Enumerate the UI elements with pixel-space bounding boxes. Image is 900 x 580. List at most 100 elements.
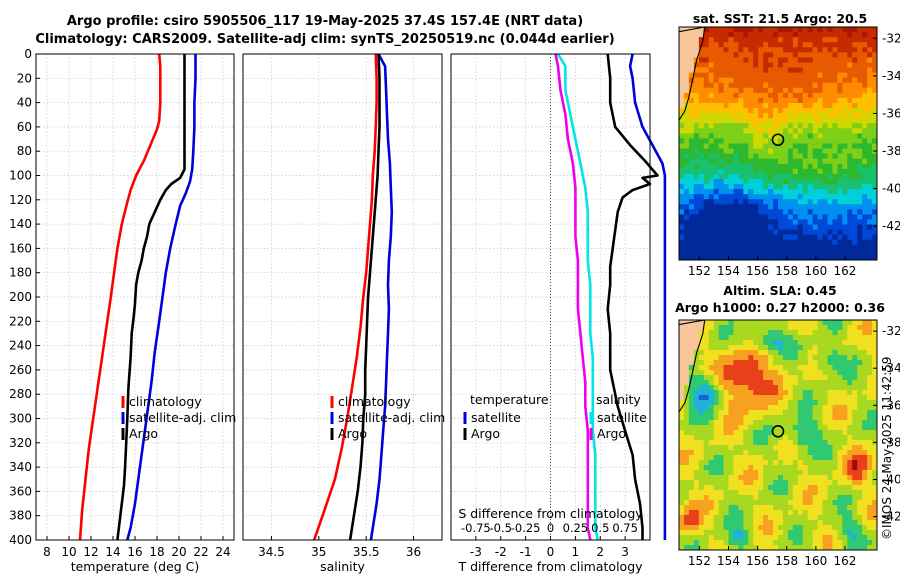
map-cell (832, 214, 838, 220)
map-cell (867, 530, 873, 536)
map-cell (693, 108, 700, 114)
map-cell (862, 500, 868, 506)
map-cell (758, 87, 764, 94)
map-cell (733, 244, 739, 251)
map-cell (718, 365, 724, 371)
map-cell (857, 320, 863, 326)
map-cell (703, 370, 710, 376)
map-cell (817, 500, 823, 506)
map-cell (837, 219, 843, 225)
map-cell (728, 500, 734, 506)
map-cell (837, 102, 843, 109)
map-cell (872, 480, 878, 486)
map-cell (773, 27, 779, 33)
map-cell (738, 37, 744, 43)
map-cell (872, 415, 878, 421)
map-cell (857, 465, 863, 471)
map-cell (679, 178, 685, 185)
map-cell (812, 184, 818, 190)
y-tick-label: 280 (9, 387, 32, 401)
map-cell (728, 375, 734, 381)
map-cell (708, 360, 715, 366)
map-cell (773, 62, 779, 68)
map-cell (867, 77, 873, 84)
map-cell (807, 540, 814, 546)
map-cell (773, 335, 779, 341)
map-cell (713, 102, 719, 109)
map-cell (867, 239, 873, 246)
map-cell (857, 330, 863, 336)
map-cell (867, 445, 873, 451)
map-cell (683, 219, 690, 225)
map-cell (807, 505, 814, 511)
map-cell (748, 254, 754, 261)
map-cell (698, 325, 705, 331)
map-cell (778, 355, 784, 361)
map-cell (708, 229, 715, 236)
map-cell (862, 510, 868, 516)
map-cell (679, 32, 685, 38)
map-cell (862, 365, 868, 371)
map-cell (758, 209, 764, 215)
map-cell (753, 475, 759, 481)
map-cell (807, 490, 814, 496)
map-cell (773, 32, 779, 38)
map-cell (778, 173, 784, 180)
map-cell (852, 97, 858, 104)
map-cell (768, 67, 774, 73)
map-cell (817, 540, 823, 546)
map-cell (817, 515, 823, 521)
map-cell (723, 32, 729, 38)
map-cell (817, 234, 823, 241)
map-cell (693, 400, 700, 406)
map-cell (822, 229, 828, 236)
map-cell (683, 27, 690, 33)
map-cell (832, 52, 838, 58)
map-cell (728, 395, 734, 401)
map-cell (852, 163, 858, 170)
map-cell (852, 410, 858, 416)
map-cell (708, 138, 715, 144)
map-cell (713, 87, 719, 94)
map-cell (812, 168, 818, 175)
map-cell (728, 425, 734, 431)
map-cell (728, 365, 734, 371)
map-cell (708, 540, 715, 546)
map-cell (852, 425, 858, 431)
map-cell (768, 395, 774, 401)
map-cell (698, 385, 705, 391)
map-cell (832, 234, 838, 241)
map-cell (862, 335, 868, 341)
map-cell (837, 405, 843, 411)
map-cell (743, 525, 749, 531)
map-cell (812, 440, 818, 446)
map-cell (733, 113, 739, 119)
map-cell (817, 395, 823, 401)
map-cell (758, 545, 764, 551)
map-cell (817, 239, 823, 246)
map-cell (718, 189, 724, 195)
map-cell (812, 500, 818, 506)
map-cell (698, 465, 705, 471)
map-cell (812, 320, 818, 326)
map-cell (763, 490, 769, 496)
map-cell (683, 87, 690, 94)
map-cell (708, 113, 715, 119)
map-cell (802, 375, 809, 381)
map-cell (872, 209, 878, 215)
map-cell (698, 143, 705, 149)
map-cell (827, 500, 833, 506)
map-cell (872, 465, 878, 471)
map-cell (832, 330, 838, 336)
map-cell (847, 425, 853, 431)
map-cell (807, 148, 814, 155)
map-cell (683, 345, 690, 351)
map-cell (837, 525, 843, 531)
map-cell (688, 485, 695, 491)
map-cell (713, 410, 719, 416)
map-cell (807, 510, 814, 516)
map-cell (763, 128, 769, 134)
map-cell (832, 138, 838, 144)
map-cell (812, 410, 818, 416)
map-cell (778, 27, 784, 33)
